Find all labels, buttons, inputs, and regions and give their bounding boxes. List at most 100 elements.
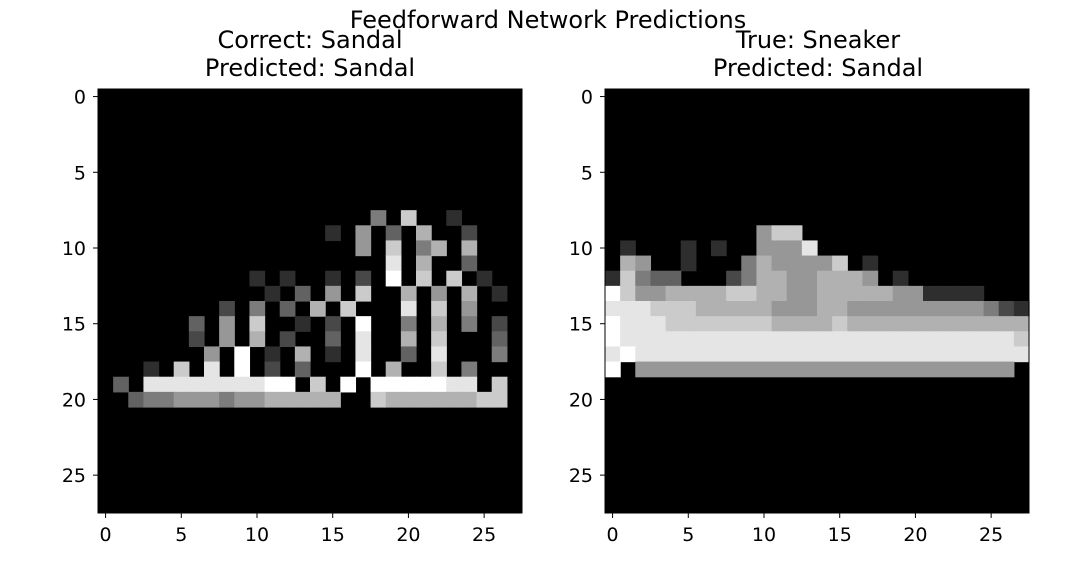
pixel-cell xyxy=(938,316,954,332)
pixel-cell xyxy=(340,301,357,317)
pixel-cell xyxy=(385,240,402,257)
pixel-cell xyxy=(650,285,667,302)
pixel-cell xyxy=(310,301,326,317)
pixel-cell xyxy=(461,361,478,378)
pixel-cell xyxy=(953,361,970,378)
pixel-cell xyxy=(264,376,281,393)
pixel-cell xyxy=(620,316,636,332)
pixel-cell xyxy=(847,270,864,287)
pixel-cell xyxy=(923,316,939,332)
y-tick-label: 15 xyxy=(62,314,86,336)
pixel-cell xyxy=(862,361,879,378)
pixel-cell xyxy=(446,270,463,287)
pixel-cell xyxy=(234,376,251,393)
pixel-cell xyxy=(279,376,296,393)
pixel-cell xyxy=(620,346,636,363)
pixel-cell xyxy=(786,225,803,242)
pixel-cell xyxy=(938,285,954,302)
pixel-cell xyxy=(968,285,985,302)
pixel-cell xyxy=(416,391,432,408)
pixel-cell xyxy=(756,285,773,302)
pixel-cell xyxy=(431,361,447,378)
pixel-cell xyxy=(416,240,432,257)
pixel-cell xyxy=(756,316,773,332)
pixel-cell xyxy=(385,361,402,378)
x-tick-label: 25 xyxy=(979,524,1003,546)
pixel-cell xyxy=(635,316,652,332)
pixel-cell xyxy=(892,270,909,287)
y-tick-label: 10 xyxy=(62,238,86,260)
pixel-cell xyxy=(605,361,621,378)
pixel-cell xyxy=(938,346,954,363)
pixel-cell xyxy=(862,270,879,287)
pixel-cell xyxy=(1013,301,1030,317)
pixel-cell xyxy=(968,361,985,378)
pixel-cell xyxy=(983,361,1000,378)
pixel-cell xyxy=(756,255,773,272)
pixel-cell xyxy=(711,361,727,378)
panel-right-frame xyxy=(604,88,1030,514)
pixel-cell xyxy=(400,301,417,317)
pixel-cell xyxy=(771,331,788,348)
pixel-cell xyxy=(680,240,697,257)
panel-right-axes: 0 5 10 15 20 25 0 5 10 15 20 25 xyxy=(569,87,1030,546)
pixel-cell xyxy=(756,361,773,378)
pixel-cell xyxy=(249,301,266,317)
pixel-cell xyxy=(741,301,758,317)
pixel-cell xyxy=(983,346,1000,363)
pixel-cell xyxy=(801,346,818,363)
pixel-cell xyxy=(786,285,803,302)
pixel-cell xyxy=(249,331,266,348)
panel-right-title-line-1: True: Sneaker xyxy=(735,26,900,54)
pixel-cell xyxy=(877,331,894,348)
pixel-cell xyxy=(264,346,281,363)
pixel-cell xyxy=(771,301,788,317)
pixel-cell xyxy=(741,331,758,348)
pixel-cell xyxy=(877,316,894,332)
pixel-cell xyxy=(310,376,326,393)
pixel-cell xyxy=(832,361,848,378)
pixel-cell xyxy=(650,331,667,348)
pixel-cell xyxy=(923,331,939,348)
pixel-cell xyxy=(695,285,712,302)
pixel-cell xyxy=(355,225,372,242)
pixel-cell xyxy=(832,316,848,332)
pixel-cell xyxy=(605,285,621,302)
pixel-cell xyxy=(832,285,848,302)
pixel-cell xyxy=(446,376,463,393)
pixel-cell xyxy=(325,346,341,363)
pixel-cell xyxy=(953,285,970,302)
pixel-cell xyxy=(786,270,803,287)
pixel-cell xyxy=(219,316,235,332)
pixel-cell xyxy=(953,301,970,317)
pixel-cell xyxy=(786,255,803,272)
pixel-cell xyxy=(461,255,478,272)
pixel-cell xyxy=(355,331,372,348)
pixel-cell xyxy=(143,391,160,408)
y-tick-label: 20 xyxy=(569,389,593,411)
x-tick-label: 25 xyxy=(472,524,496,546)
pixel-cell xyxy=(832,255,848,272)
pixel-cell xyxy=(771,346,788,363)
pixel-cell xyxy=(968,301,985,317)
pixel-cell xyxy=(491,376,508,393)
pixel-cell xyxy=(461,225,478,242)
pixel-cell xyxy=(325,285,341,302)
x-tick-label: 15 xyxy=(321,524,345,546)
pixel-cell xyxy=(680,346,697,363)
pixel-cell xyxy=(680,361,697,378)
pixel-cell xyxy=(370,210,387,226)
pixel-cell xyxy=(892,285,909,302)
x-tick-label: 10 xyxy=(752,524,776,546)
pixel-cell xyxy=(173,391,190,408)
pixel-cell xyxy=(128,391,145,408)
pixel-cell xyxy=(862,301,879,317)
pixel-cell xyxy=(817,331,833,348)
pixel-cell xyxy=(801,301,818,317)
y-tick-label: 15 xyxy=(569,314,593,336)
panel-left-title-line-1: Correct: Sandal xyxy=(217,26,402,54)
pixel-cell xyxy=(370,376,387,393)
x-tick-label: 15 xyxy=(828,524,852,546)
pixel-cell xyxy=(665,331,682,348)
pixel-cell xyxy=(938,301,954,317)
